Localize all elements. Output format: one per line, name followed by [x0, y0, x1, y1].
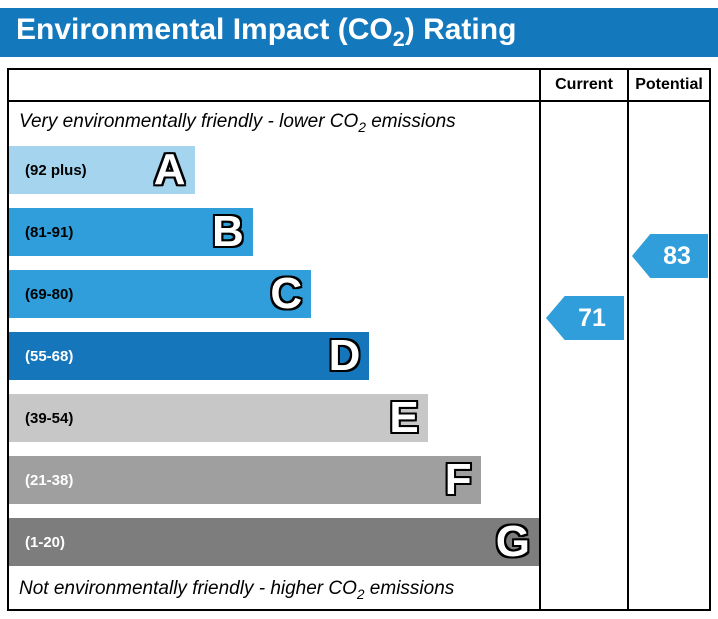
- chart-area: Very environmentally friendly - lower CO…: [9, 102, 539, 609]
- title-subscript-2: 2: [392, 26, 405, 51]
- band-G: (1-20) G: [9, 518, 539, 566]
- page-title: Environmental Impact (CO2) Rating: [16, 13, 516, 52]
- top-note-subscript-2: 2: [358, 119, 366, 135]
- band-range-label: (69-80): [25, 285, 74, 303]
- title-bar: Environmental Impact (CO2) Rating: [0, 8, 718, 57]
- band-letter: G: [495, 517, 530, 566]
- current-rating-arrow: 71: [546, 296, 624, 340]
- band-E: (39-54) E: [9, 394, 428, 442]
- table-body: Very environmentally friendly - lower CO…: [9, 102, 709, 609]
- current-column: 71: [539, 102, 627, 609]
- band-range-label: (81-91): [25, 223, 74, 241]
- band-letter: B: [212, 207, 244, 256]
- band-letter: C: [270, 269, 303, 318]
- rating-table: Current Potential Very environmentally f…: [7, 68, 711, 611]
- current-column-header: Current: [539, 70, 627, 100]
- band-B: (81-91) B: [9, 208, 253, 256]
- bottom-note-subscript-2: 2: [356, 587, 365, 602]
- band-letter: A: [153, 145, 186, 194]
- band-D: (55-68) D: [9, 331, 370, 380]
- potential-column: 83: [627, 102, 709, 609]
- bottom-note-text: Not environmentally friendly - higher CO: [19, 578, 357, 600]
- rating-bands: (92 plus) A (81-91) B (69-80) C (55-68) D (39-54…: [9, 146, 539, 580]
- potential-rating-arrow: 83: [632, 234, 708, 278]
- band-letter: E: [389, 393, 419, 442]
- top-note-suffix: emissions: [365, 111, 456, 132]
- band-C: (69-80) C: [9, 269, 312, 318]
- top-note-text: Very environmentally friendly - lower CO: [19, 111, 359, 132]
- band-A: (92 plus) A: [9, 146, 195, 194]
- header-spacer: [9, 70, 539, 100]
- band-range-label: (55-68): [25, 347, 74, 365]
- potential-rating-value: 83: [663, 241, 691, 270]
- band-range-label: (92 plus): [25, 161, 87, 179]
- band-range-label: (39-54): [25, 409, 74, 427]
- table-header-row: Current Potential: [9, 70, 709, 102]
- page-title-suffix: ) Rating: [404, 13, 517, 46]
- bottom-note-suffix: emissions: [364, 578, 455, 600]
- page-title-text: Environmental Impact (CO: [16, 13, 393, 46]
- top-note: Very environmentally friendly - lower CO…: [19, 111, 456, 135]
- current-rating-value: 71: [578, 303, 606, 332]
- band-letter: D: [328, 331, 361, 380]
- band-F: (21-38) F: [9, 456, 481, 504]
- bottom-note: Not environmentally friendly - higher CO…: [19, 578, 454, 602]
- band-range-label: (21-38): [25, 471, 74, 489]
- band-letter: F: [444, 455, 472, 504]
- potential-column-header: Potential: [627, 70, 709, 100]
- band-range-label: (1-20): [25, 533, 66, 551]
